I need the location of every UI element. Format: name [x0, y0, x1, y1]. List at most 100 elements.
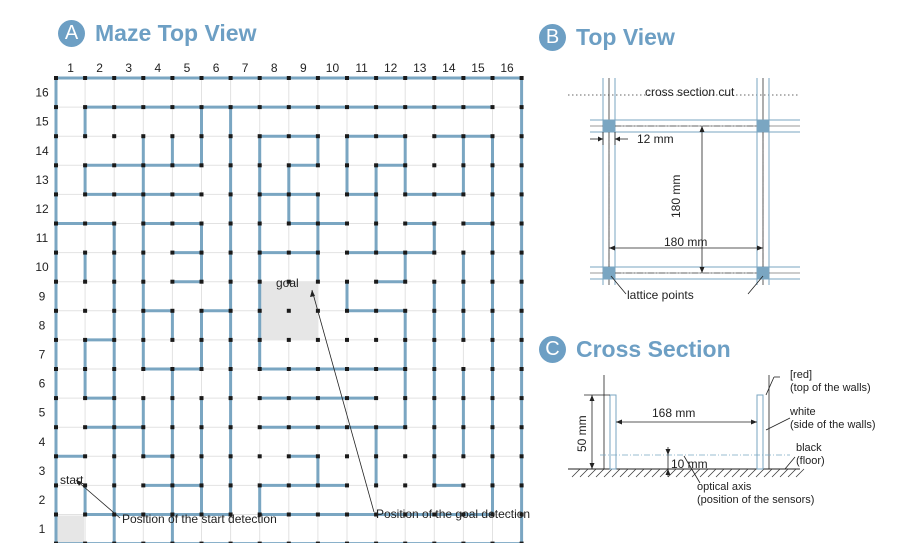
maze-post — [490, 483, 495, 488]
dim-50mm-label: 50 mm — [575, 415, 589, 452]
maze-post — [461, 425, 466, 430]
maze-post — [286, 337, 291, 342]
maze-row-number: 8 — [39, 318, 46, 332]
red-top-label: [red] — [790, 369, 813, 381]
maze-post — [141, 367, 146, 371]
maze-post — [228, 163, 233, 168]
maze-post — [112, 221, 117, 226]
maze-post — [228, 192, 233, 197]
maze-post — [141, 425, 146, 430]
maze-post — [403, 250, 408, 255]
maze-post — [228, 483, 233, 488]
maze-post — [374, 396, 379, 401]
maze-row-number: 9 — [39, 289, 46, 303]
maze-col-number: 3 — [125, 61, 132, 75]
maze-post — [112, 483, 117, 488]
panel-b-title: B Top View — [539, 24, 675, 51]
maze-post — [141, 483, 146, 488]
maze-post — [403, 76, 408, 80]
maze-row-number: 10 — [35, 260, 49, 274]
maze-post — [228, 454, 233, 459]
maze-col-number: 7 — [242, 61, 249, 75]
maze-col-number: 4 — [155, 61, 162, 75]
maze-post — [170, 396, 175, 401]
maze-row-number: 1 — [39, 522, 46, 536]
maze-post — [83, 250, 88, 255]
maze-row-number: 14 — [35, 144, 49, 158]
maze-post — [199, 425, 204, 430]
maze-post — [403, 163, 408, 168]
maze-post — [432, 396, 437, 401]
maze-post — [83, 134, 88, 139]
maze-post — [83, 279, 88, 284]
white-side-label: white — [790, 406, 816, 418]
start-cell — [57, 515, 85, 543]
maze-post — [170, 308, 175, 313]
maze-post — [345, 425, 349, 430]
maze-post — [83, 221, 88, 226]
maze-post — [345, 192, 349, 197]
maze-post — [83, 367, 88, 371]
black-floor-desc: (floor) — [796, 455, 825, 467]
maze-col-number: 13 — [413, 61, 427, 75]
optical-axis-label: optical axis — [697, 481, 752, 493]
maze-post — [170, 367, 175, 371]
maze-post — [345, 105, 349, 110]
maze-post — [257, 192, 262, 197]
maze-post — [374, 105, 379, 110]
goal-label: goal — [276, 276, 299, 290]
maze-post — [286, 512, 291, 517]
maze-post — [345, 250, 349, 255]
maze-post — [403, 105, 408, 110]
maze-post — [315, 279, 320, 284]
maze-post — [228, 425, 233, 430]
maze-post — [345, 483, 349, 488]
maze-post — [374, 279, 379, 284]
maze-post — [461, 221, 466, 226]
maze-post — [519, 367, 524, 371]
maze-row-number: 11 — [36, 231, 49, 245]
maze-post — [228, 308, 233, 313]
maze-post — [490, 367, 495, 371]
maze-post — [519, 192, 524, 197]
goal-cell — [259, 281, 318, 340]
maze-post — [519, 279, 524, 284]
maze-post — [141, 454, 146, 459]
maze-post — [374, 454, 379, 459]
maze-post — [199, 308, 204, 313]
maze-post — [432, 308, 437, 313]
maze-post — [257, 221, 262, 226]
maze-post — [315, 250, 320, 255]
maze-post — [461, 337, 466, 342]
maze-post — [83, 454, 88, 459]
maze-post — [461, 279, 466, 284]
maze-post — [519, 105, 524, 110]
white-side-desc: (side of the walls) — [790, 419, 876, 431]
maze-post — [170, 483, 175, 488]
maze-post — [461, 454, 466, 459]
maze-post — [170, 163, 175, 168]
maze-post — [54, 279, 58, 284]
maze-post — [286, 396, 291, 401]
dim-168mm-label: 168 mm — [652, 406, 696, 420]
maze-col-number: 6 — [213, 61, 220, 75]
maze-post — [519, 396, 524, 401]
maze-post — [141, 279, 146, 284]
maze-post — [315, 396, 320, 401]
maze-post — [519, 76, 524, 80]
maze-post — [315, 337, 320, 342]
maze-post — [490, 454, 495, 459]
maze-post — [432, 425, 437, 430]
maze-post — [199, 337, 204, 342]
maze-post — [199, 76, 204, 80]
maze-post — [199, 221, 204, 226]
maze-post — [257, 337, 262, 342]
maze-post — [170, 279, 175, 284]
maze-post — [83, 425, 88, 430]
maze-post — [403, 192, 408, 197]
maze-post — [432, 454, 437, 459]
maze-post — [461, 192, 466, 197]
maze-post — [403, 279, 408, 284]
maze-post — [432, 250, 437, 255]
